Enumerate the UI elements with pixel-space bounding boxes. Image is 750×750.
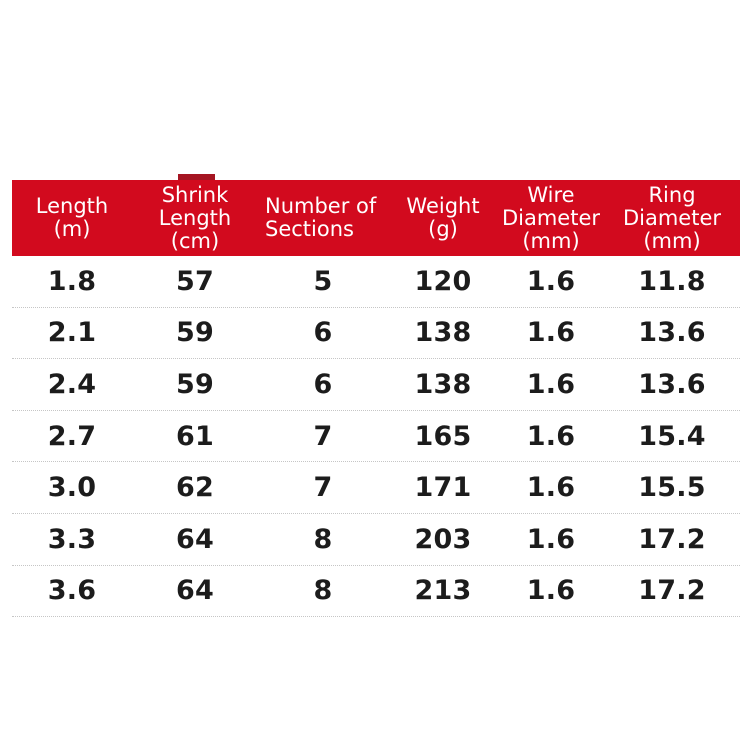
cell-weight: 120 bbox=[414, 265, 472, 297]
cell-wire-diameter: 1.6 bbox=[526, 420, 576, 452]
cell-sections: 5 bbox=[313, 265, 333, 297]
header-cell-weight: Weight (g) bbox=[388, 180, 498, 256]
cell-length: 2.7 bbox=[47, 420, 97, 452]
cell-wire-diameter: 1.6 bbox=[526, 575, 576, 607]
cell-length: 2.1 bbox=[47, 317, 97, 349]
cell-shrink-length: 59 bbox=[176, 368, 214, 400]
cell-shrink-length: 64 bbox=[176, 523, 214, 555]
cell-length: 2.4 bbox=[47, 368, 97, 400]
cell-shrink-length: 62 bbox=[176, 472, 214, 504]
header-label: Number of bbox=[265, 194, 377, 218]
header-unit: (mm) bbox=[643, 228, 701, 253]
header-label: Diameter bbox=[501, 205, 601, 230]
header-label: Ring bbox=[648, 182, 696, 207]
cell-ring-diameter: 15.5 bbox=[638, 472, 706, 504]
cell-ring-diameter: 11.8 bbox=[638, 265, 706, 297]
cell-weight: 165 bbox=[414, 420, 472, 452]
table-row: 1.8 57 5 120 1.6 11.8 bbox=[12, 256, 740, 308]
header-unit: (cm) bbox=[170, 228, 220, 253]
header-label: Diameter bbox=[622, 205, 722, 230]
cell-weight: 171 bbox=[414, 472, 472, 504]
cell-shrink-length: 59 bbox=[176, 317, 214, 349]
cell-sections: 8 bbox=[313, 575, 333, 607]
table-row: 3.3 64 8 203 1.6 17.2 bbox=[12, 514, 740, 566]
cell-weight: 138 bbox=[414, 317, 472, 349]
table-row: 3.0 62 7 171 1.6 15.5 bbox=[12, 462, 740, 514]
table-row: 3.6 64 8 213 1.6 17.2 bbox=[12, 566, 740, 618]
header-label: Length bbox=[158, 205, 232, 230]
cell-length: 3.0 bbox=[47, 472, 97, 504]
header-unit: (m) bbox=[53, 217, 91, 241]
header-cell-sections: Number of Sections bbox=[258, 180, 388, 256]
header-label: Wire bbox=[527, 182, 575, 207]
header-cell-ring-diameter: Ring Diameter (mm) bbox=[604, 180, 740, 256]
header-cell-wire-diameter: Wire Diameter (mm) bbox=[498, 180, 604, 256]
cell-weight: 138 bbox=[414, 368, 472, 400]
cell-shrink-length: 61 bbox=[176, 420, 214, 452]
cell-sections: 8 bbox=[313, 523, 333, 555]
cell-sections: 6 bbox=[313, 317, 333, 349]
cell-length: 3.6 bbox=[47, 575, 97, 607]
cell-ring-diameter: 17.2 bbox=[638, 575, 706, 607]
cell-wire-diameter: 1.6 bbox=[526, 368, 576, 400]
cell-ring-diameter: 15.4 bbox=[638, 420, 706, 452]
cell-ring-diameter: 13.6 bbox=[638, 317, 706, 349]
header-unit: (mm) bbox=[522, 228, 580, 253]
cell-wire-diameter: 1.6 bbox=[526, 472, 576, 504]
cell-wire-diameter: 1.6 bbox=[526, 317, 576, 349]
cell-sections: 6 bbox=[313, 368, 333, 400]
header-unit: (g) bbox=[428, 217, 458, 241]
table-row: 2.1 59 6 138 1.6 13.6 bbox=[12, 308, 740, 360]
table-row: 2.7 61 7 165 1.6 15.4 bbox=[12, 411, 740, 463]
cell-wire-diameter: 1.6 bbox=[526, 265, 576, 297]
cell-weight: 203 bbox=[414, 523, 472, 555]
table-header-row: Length (m) Shrink Length (cm) Number of … bbox=[12, 180, 740, 256]
cell-shrink-length: 64 bbox=[176, 575, 214, 607]
header-cell-shrink-length: Shrink Length (cm) bbox=[132, 180, 258, 256]
cell-sections: 7 bbox=[313, 472, 333, 504]
cell-length: 1.8 bbox=[47, 265, 97, 297]
cell-length: 3.3 bbox=[47, 523, 97, 555]
cell-ring-diameter: 17.2 bbox=[638, 523, 706, 555]
cell-weight: 213 bbox=[414, 575, 472, 607]
header-label: Sections bbox=[265, 217, 354, 241]
table-body: 1.8 57 5 120 1.6 11.8 2.1 59 6 138 1.6 1… bbox=[12, 256, 740, 618]
header-label: Length bbox=[35, 194, 109, 218]
table-row: 2.4 59 6 138 1.6 13.6 bbox=[12, 359, 740, 411]
header-cell-length: Length (m) bbox=[12, 180, 132, 256]
cell-sections: 7 bbox=[313, 420, 333, 452]
header-label: Weight bbox=[406, 194, 480, 218]
cell-ring-diameter: 13.6 bbox=[638, 368, 706, 400]
header-label: Shrink bbox=[161, 182, 229, 207]
cell-wire-diameter: 1.6 bbox=[526, 523, 576, 555]
cell-shrink-length: 57 bbox=[176, 265, 214, 297]
header-accent-notch bbox=[178, 174, 215, 184]
